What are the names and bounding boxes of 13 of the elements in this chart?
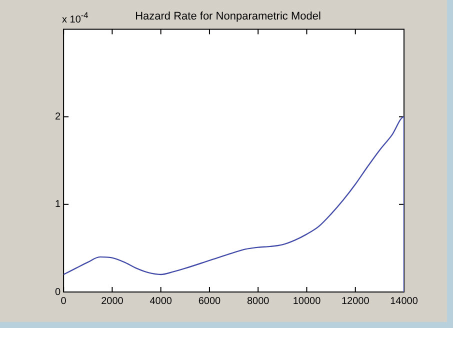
x-tick-label: 8000	[246, 296, 270, 307]
y-tick-label: 2	[55, 112, 61, 123]
x-tick-label: 4000	[150, 296, 172, 307]
y-tick-label: 1	[55, 199, 61, 210]
text: x 10$^{-4}$	[62, 10, 88, 26]
y-tick-label: 0	[55, 286, 61, 298]
x-tick-label: 12000	[341, 296, 370, 307]
chart-title: Hazard Rate for Nonparametric Model	[135, 10, 321, 23]
x-tick-label: 14000	[390, 296, 418, 307]
x-tick-label: 2000	[101, 296, 124, 307]
x-tick-label: 6000	[198, 296, 222, 307]
line-series	[64, 116, 404, 292]
x-tick-label: 10000	[292, 296, 322, 307]
